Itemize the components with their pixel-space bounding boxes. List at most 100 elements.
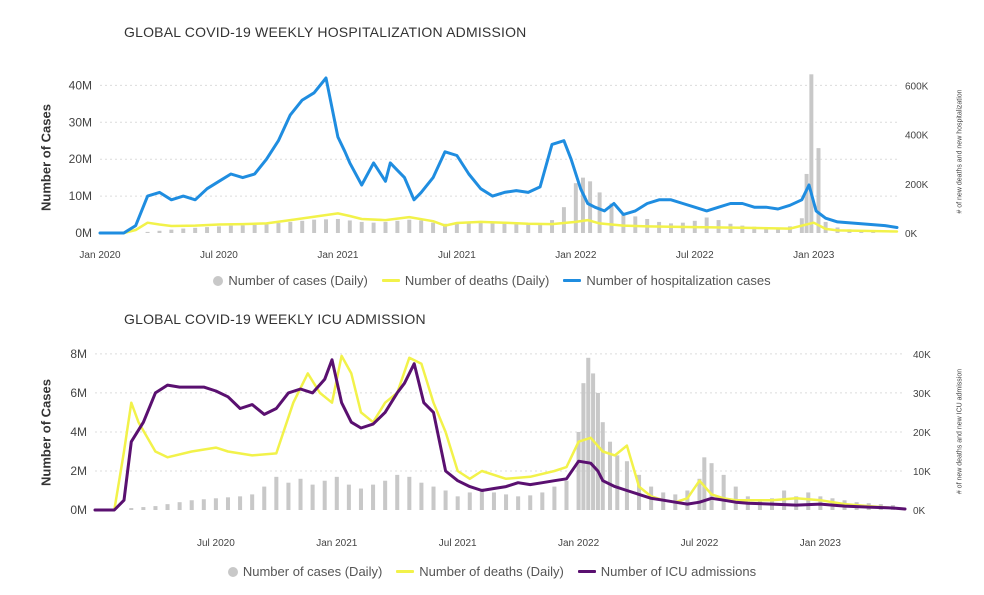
x-tick-label: Jan 2020 [79,250,121,261]
bar [621,212,626,233]
y-tick-label: 2M [70,464,87,478]
legend-label-cases: Number of cases (Daily) [242,564,383,579]
bar [564,480,569,510]
bar [502,223,507,233]
bar [238,496,243,510]
y-tick-label: 4M [70,425,87,439]
bar [586,357,591,510]
bar [633,216,638,233]
bar [528,495,533,510]
bar [794,496,799,510]
bar [721,474,726,510]
bar [395,220,400,233]
bar [145,231,150,233]
bar [804,173,809,233]
bar [561,207,566,233]
legend-item-deaths[interactable]: Number of deaths (Daily) [381,273,549,288]
bar [322,480,327,510]
bar [809,74,814,233]
bar [347,220,352,233]
x-tick-label: Jul 2022 [676,250,714,261]
legend-item-cases[interactable]: Number of cases (Daily) [227,564,383,579]
y2-tick-label: 30K [913,389,931,400]
legend-item-deaths[interactable]: Number of deaths (Daily) [396,564,564,579]
bar [573,183,578,233]
x-tick-label: Jul 2022 [681,538,719,549]
bar [514,223,519,233]
legend-label-deaths: Number of deaths (Daily) [419,564,564,579]
bar [346,484,351,510]
bar [580,177,585,233]
x-tick-label: Jan 2021 [317,250,359,261]
hospitalization-chart-panel: GLOBAL COVID-19 WEEKLY HOSPITALIZATION A… [39,24,964,288]
legend-label-icu: Number of ICU admissions [600,564,757,579]
y2-tick-label: 400K [905,131,929,142]
bar [165,504,170,510]
bar [490,221,495,233]
bar [608,441,613,510]
bar [157,230,162,233]
x-tick-label: Jul 2020 [197,538,235,549]
legend-item-icu[interactable]: Number of ICU admissions [577,564,757,579]
bar [276,223,281,233]
legend-swatch-icu [577,570,596,573]
bar [624,461,629,510]
bar [540,492,545,510]
bar [581,383,586,510]
bar [576,431,581,510]
bar [419,220,424,233]
y-tick-label: 30M [69,115,92,129]
legend-label-hospitalization: Number of hospitalization cases [586,273,771,288]
bar [129,508,134,510]
bar [141,507,146,510]
bar [669,223,673,233]
legend-swatch-deaths [381,279,400,282]
series-deaths-line [98,212,899,235]
bar [300,220,305,233]
bar [685,490,690,510]
legend-item-hospitalization[interactable]: Number of hospitalization cases [563,273,771,288]
bar [252,224,257,233]
legend-swatch-deaths [396,570,415,573]
bar [193,227,198,233]
x-tick-label: Jul 2020 [200,250,238,261]
x-tick-label: Jan 2022 [558,538,600,549]
bar [177,502,182,510]
bar [609,203,614,233]
y2-tick-label: 200K [905,180,929,191]
bar [228,225,233,233]
bar [288,221,293,233]
series-deaths-line [93,354,907,512]
y2-tick-label: 0K [913,506,926,517]
y2-tick-label: 600K [905,81,929,92]
bar [764,227,769,233]
bar [371,484,376,510]
bar [615,455,620,510]
legend-item-cases[interactable]: Number of cases (Daily) [213,273,368,288]
bar [359,221,364,233]
series-cases-bars [129,357,895,510]
bar [312,219,317,233]
series-cases-bars [145,74,876,233]
bar [264,224,269,233]
chart-legend: Number of cases (Daily) Number of deaths… [0,564,984,579]
bar [595,392,600,510]
x-tick-label: Jan 2023 [800,538,842,549]
bar [407,476,412,510]
bar [324,219,328,233]
bar [455,496,460,510]
bar [776,227,781,233]
bar [752,226,757,233]
bar [216,226,221,233]
bar [466,222,471,233]
bar [335,218,340,233]
y2-tick-label: 0K [905,229,918,240]
bar [816,148,821,233]
bar [504,494,509,510]
series-primary-line [98,76,899,235]
bar [478,221,483,233]
legend-swatch-cases [213,275,224,286]
bar [823,221,828,233]
bar [702,457,707,510]
bar [740,225,745,233]
